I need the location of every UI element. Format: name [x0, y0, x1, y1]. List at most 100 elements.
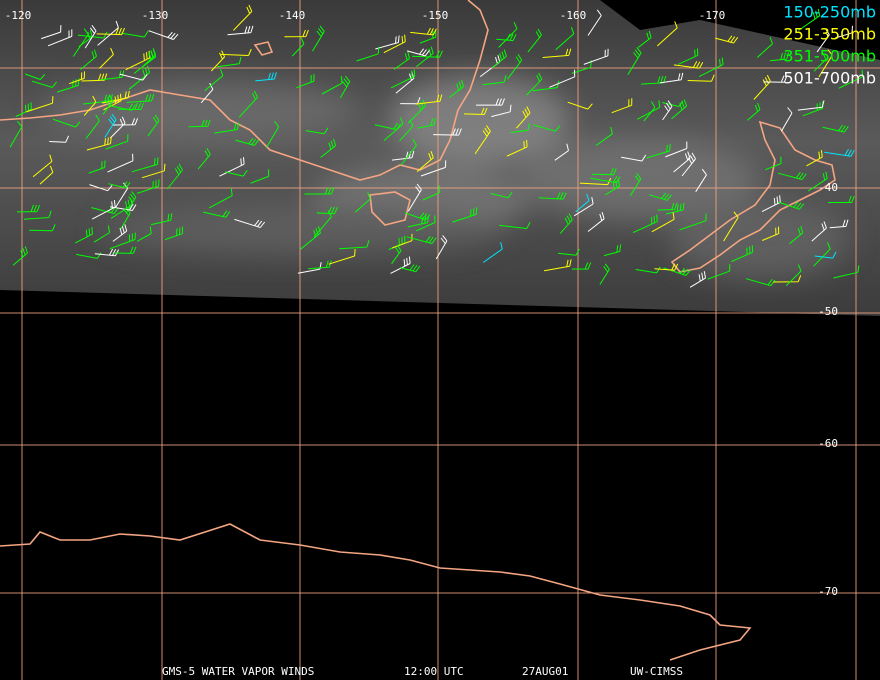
- wind-barb: [374, 122, 401, 131]
- wind-barb: [404, 212, 431, 221]
- wind-barb: [119, 73, 148, 81]
- wind-barb: [321, 76, 343, 95]
- wind-barb: [814, 251, 837, 259]
- wind-barb: [12, 246, 28, 266]
- wind-barb: [745, 278, 776, 287]
- wind-barb: [656, 21, 678, 47]
- wind-barb: [392, 233, 413, 249]
- wind-barb: [756, 37, 773, 58]
- wind-barb: [490, 191, 513, 199]
- longitude-label: -160: [560, 9, 587, 22]
- wind-barb: [663, 267, 691, 276]
- wind-barb: [203, 210, 231, 218]
- wind-barb: [416, 46, 434, 67]
- wind-barb: [506, 139, 528, 157]
- wind-barb: [126, 94, 155, 103]
- wind-barb: [526, 72, 543, 96]
- wind-barb: [150, 213, 173, 226]
- wind-barb: [136, 179, 160, 194]
- wind-barb: [97, 20, 119, 46]
- wind-barb: [542, 48, 572, 58]
- wind-barb: [780, 107, 793, 132]
- wind-barb: [109, 116, 126, 139]
- wind-barb: [715, 35, 739, 44]
- wind-barb: [9, 120, 23, 148]
- wind-barb: [23, 210, 52, 220]
- wind-barb: [32, 154, 53, 178]
- wind-barb: [571, 262, 592, 270]
- wind-barb: [587, 9, 602, 36]
- wind-barb: [108, 181, 131, 189]
- wind-barb: [761, 195, 781, 213]
- wind-barb: [147, 114, 160, 137]
- wind-barb: [476, 98, 505, 106]
- coastline: [0, 523, 752, 661]
- wind-barb: [678, 48, 699, 65]
- wind-barb: [773, 275, 802, 283]
- wind-barb: [452, 207, 478, 223]
- wind-barb: [107, 153, 134, 173]
- wind-barb: [284, 29, 309, 38]
- wind-barb: [813, 52, 827, 72]
- wind-barb: [723, 211, 739, 242]
- wind-barb: [420, 160, 447, 177]
- wind-barb: [136, 226, 152, 242]
- wind-barb: [435, 235, 448, 260]
- wind-barb: [16, 204, 40, 213]
- wind-barb: [354, 192, 371, 213]
- wind-barb: [834, 25, 853, 39]
- wind-barb: [599, 263, 610, 285]
- wind-barb: [128, 65, 151, 90]
- wind-barb: [611, 98, 633, 114]
- wind-barb: [31, 80, 57, 88]
- wind-barb: [83, 95, 97, 116]
- wind-barb: [24, 73, 46, 80]
- wind-barb: [47, 29, 73, 47]
- wind-barb: [250, 169, 270, 184]
- wind-barb: [141, 163, 166, 179]
- wind-barb: [491, 49, 507, 69]
- wind-barb: [407, 215, 430, 228]
- wind-barb: [573, 197, 594, 217]
- wind-barb: [731, 245, 754, 262]
- wind-barb: [210, 50, 226, 72]
- legend: 150-250mb 251-350mb 351-500mb 501-700mb: [783, 3, 876, 88]
- wind-barb: [575, 193, 590, 213]
- legend-entry: 150-250mb: [783, 3, 876, 22]
- labels: -120 -130 -140 -150 -160 -170 -40 -50 -60 -70: [5, 9, 838, 598]
- wind-barb: [238, 90, 258, 118]
- wind-barb: [214, 122, 240, 134]
- wind-barb: [654, 263, 679, 271]
- wind-barb: [482, 75, 507, 86]
- wind-barb: [104, 113, 117, 138]
- wind-barb: [383, 34, 406, 54]
- wind-barb: [410, 27, 437, 36]
- wind-barb: [555, 27, 575, 51]
- wind-barb: [415, 94, 443, 105]
- wind-barb: [400, 97, 421, 105]
- footer-text: 27AUG01: [522, 665, 568, 678]
- wind-barb: [838, 69, 864, 89]
- wind-barb: [74, 227, 93, 244]
- legend-entry: 501-700mb: [783, 69, 876, 88]
- wind-barb: [567, 101, 593, 110]
- wind-barb: [197, 148, 211, 170]
- wind-barb: [681, 152, 696, 177]
- wind-barb: [482, 242, 503, 263]
- wind-barb: [88, 160, 106, 174]
- wind-barb: [68, 71, 85, 85]
- wind-barb: [829, 219, 849, 229]
- latitude-label: -50: [818, 305, 838, 318]
- wind-barb: [554, 143, 569, 161]
- wind-barb: [549, 69, 576, 88]
- wind-barb: [109, 232, 136, 250]
- latitude-label: -40: [818, 181, 838, 194]
- wind-barb: [769, 52, 789, 62]
- wind-barb: [604, 179, 620, 196]
- wind-barb: [76, 252, 102, 259]
- legend-entry: 251-350mb: [783, 25, 876, 44]
- wind-barb: [833, 265, 860, 279]
- wind-barb: [49, 135, 70, 143]
- wind-barb: [629, 173, 642, 197]
- wind-barb: [603, 244, 622, 257]
